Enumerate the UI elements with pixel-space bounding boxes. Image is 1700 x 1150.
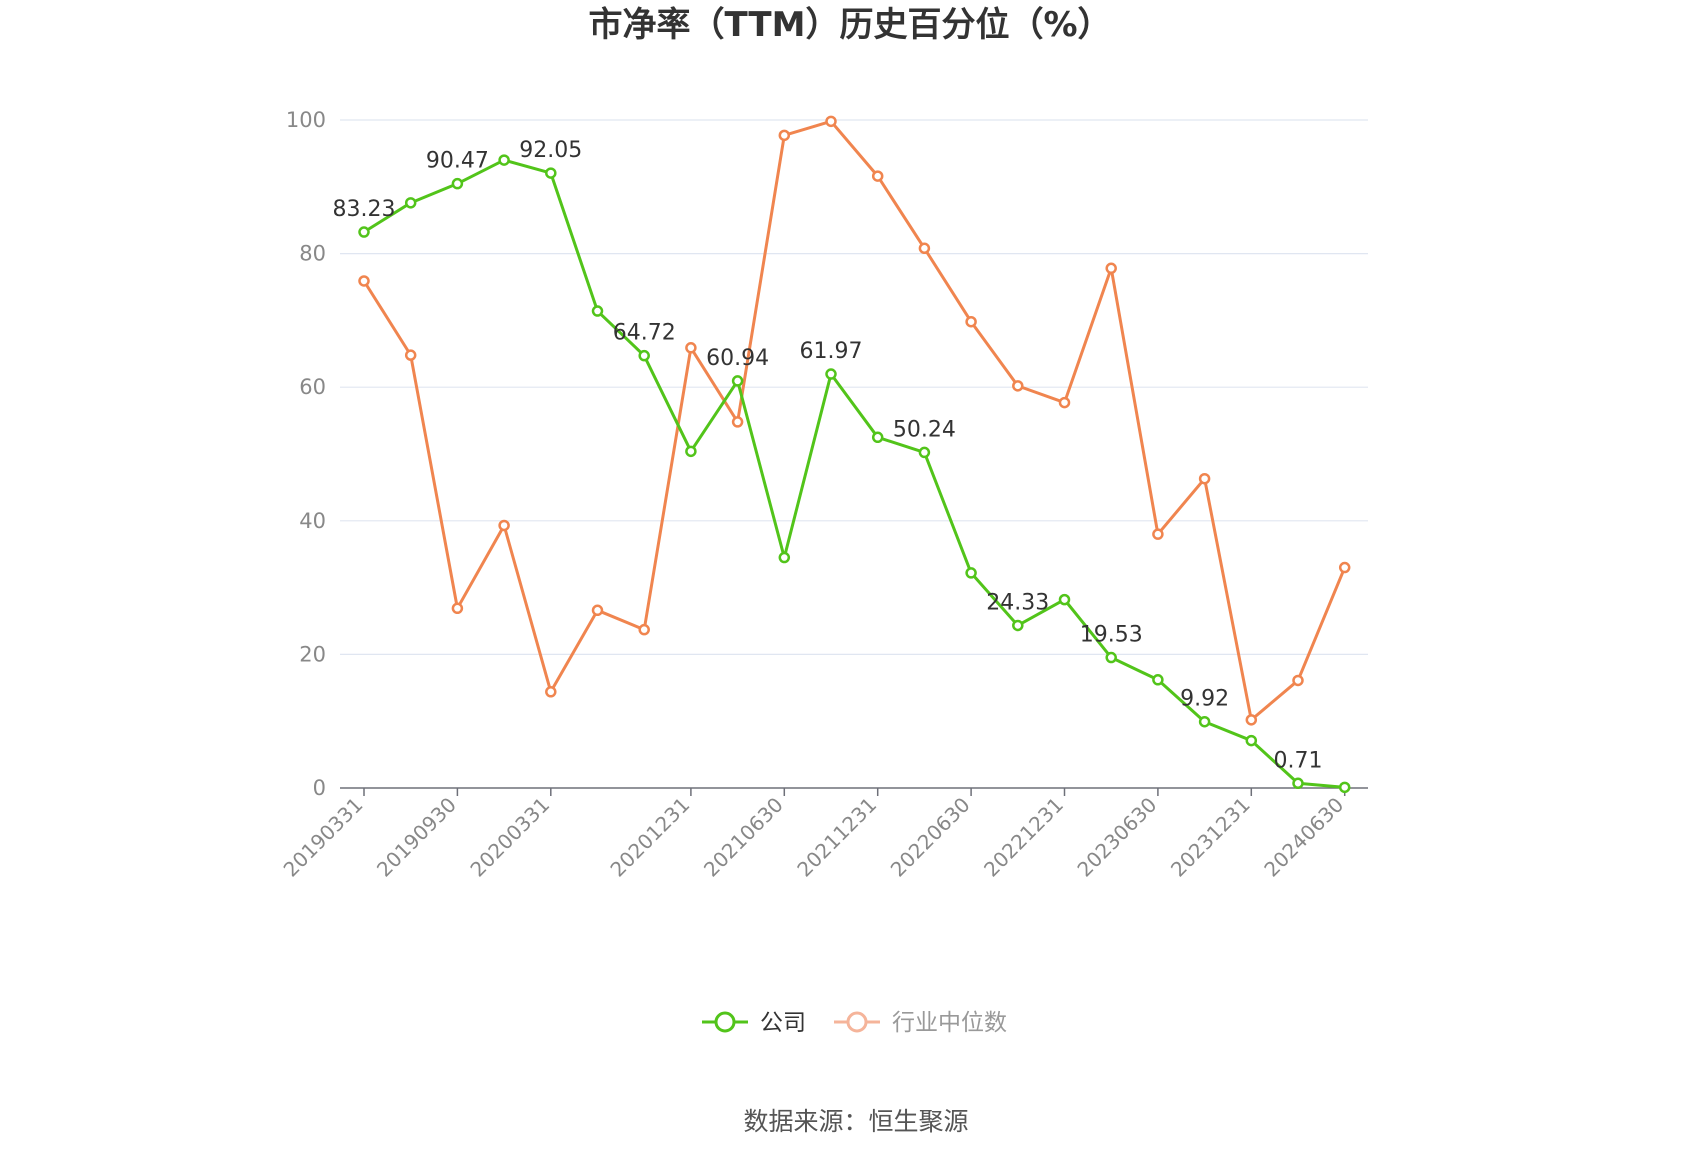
data-point xyxy=(871,170,884,182)
data-point xyxy=(1198,715,1211,728)
series-line-company xyxy=(363,158,1345,789)
data-point xyxy=(1338,781,1351,794)
data-label: 0.71 xyxy=(1274,748,1323,773)
data-point xyxy=(871,431,884,444)
data-label: 19.53 xyxy=(1080,623,1143,648)
y-tick-label: 20 xyxy=(299,642,326,666)
x-tick-label: 20200331 xyxy=(465,793,554,882)
data-point xyxy=(638,349,650,362)
data-point xyxy=(358,275,370,287)
data-labels: 83.23 90.47 92.05 64.72 60.94 61.97 50.24 24.33… xyxy=(333,138,1323,773)
x-tick-label: 20210630 xyxy=(699,793,788,882)
data-label: 60.94 xyxy=(706,346,769,371)
y-tick-label: 100 xyxy=(286,108,326,132)
x-tick-label: 20231231 xyxy=(1166,793,1255,882)
y-tick-label: 60 xyxy=(299,375,326,399)
grid-lines xyxy=(340,119,1368,656)
data-point xyxy=(591,305,604,317)
data-point xyxy=(451,602,464,615)
legend-marker-icon xyxy=(846,1011,868,1033)
data-point xyxy=(1152,528,1164,540)
data-point xyxy=(1012,380,1024,392)
data-point xyxy=(685,342,697,354)
data-point xyxy=(1245,734,1258,747)
data-point xyxy=(404,349,417,361)
data-label: 61.97 xyxy=(800,339,863,364)
data-label: 50.24 xyxy=(893,417,956,442)
source-text: 数据来源：恒生聚源 xyxy=(743,1107,968,1136)
data-point xyxy=(545,686,557,698)
x-tick-label: 20240630 xyxy=(1259,793,1348,882)
x-tick-label: 20211231 xyxy=(792,793,881,882)
data-point xyxy=(1338,561,1351,574)
data-point xyxy=(1292,674,1304,687)
data-point xyxy=(778,551,791,564)
data-point xyxy=(965,315,977,328)
y-tick-label: 0 xyxy=(313,776,326,800)
x-tick-label: 20230630 xyxy=(1072,793,1161,882)
series-line-industry xyxy=(362,119,1347,722)
data-point xyxy=(1152,674,1164,686)
data-label: 24.33 xyxy=(986,590,1049,615)
legend-label: 公司 xyxy=(760,1010,806,1036)
data-point xyxy=(731,375,744,387)
data-point xyxy=(825,115,837,128)
data-point xyxy=(498,519,510,532)
y-axis: 0 20 40 60 80 100 xyxy=(286,108,326,800)
chart-title: 市净率（TTM）历史百分位（%） xyxy=(588,5,1111,45)
data-point xyxy=(965,567,977,579)
data-point xyxy=(1105,651,1117,664)
data-label: 83.23 xyxy=(333,197,396,222)
data-label: 90.47 xyxy=(426,149,489,174)
data-point xyxy=(918,242,931,255)
data-point xyxy=(731,416,744,428)
data-point xyxy=(1105,262,1117,275)
legend-label: 行业中位数 xyxy=(892,1010,1007,1036)
data-point xyxy=(498,154,510,166)
x-tick-label: 20190930 xyxy=(372,793,461,882)
data-point xyxy=(918,446,931,459)
data-label: 9.92 xyxy=(1180,687,1229,712)
data-point xyxy=(638,623,650,636)
data-point xyxy=(825,368,837,380)
data-label: 64.72 xyxy=(613,321,676,346)
legend-item-industry[interactable]: 行业中位数 xyxy=(834,1010,1007,1036)
legend[interactable]: 公司 行业中位数 xyxy=(702,1010,1007,1036)
y-tick-label: 40 xyxy=(299,509,326,533)
data-point xyxy=(591,604,604,617)
x-tick-label: 20220630 xyxy=(886,793,975,882)
data-point xyxy=(778,129,791,142)
data-label: 92.05 xyxy=(519,138,582,163)
data-point xyxy=(404,197,417,209)
data-point xyxy=(1198,472,1211,485)
legend-marker-icon xyxy=(714,1011,736,1033)
x-tick-label: 20190331 xyxy=(279,793,368,882)
data-point xyxy=(1058,593,1071,606)
data-point xyxy=(451,177,464,190)
data-point xyxy=(1245,714,1258,726)
x-tick-label: 20221231 xyxy=(979,793,1068,882)
x-axis: 20190331 20190930 20200331 20201231 20210630… xyxy=(279,787,1368,882)
data-point xyxy=(685,445,697,458)
data-point xyxy=(1292,777,1304,790)
x-tick-label: 20201231 xyxy=(605,793,694,882)
data-point xyxy=(1058,396,1071,409)
y-tick-label: 80 xyxy=(299,242,326,266)
data-point xyxy=(545,167,557,179)
data-point xyxy=(1012,619,1024,632)
legend-item-company[interactable]: 公司 xyxy=(702,1010,806,1036)
series-lines xyxy=(358,115,1351,794)
data-point xyxy=(358,226,370,238)
